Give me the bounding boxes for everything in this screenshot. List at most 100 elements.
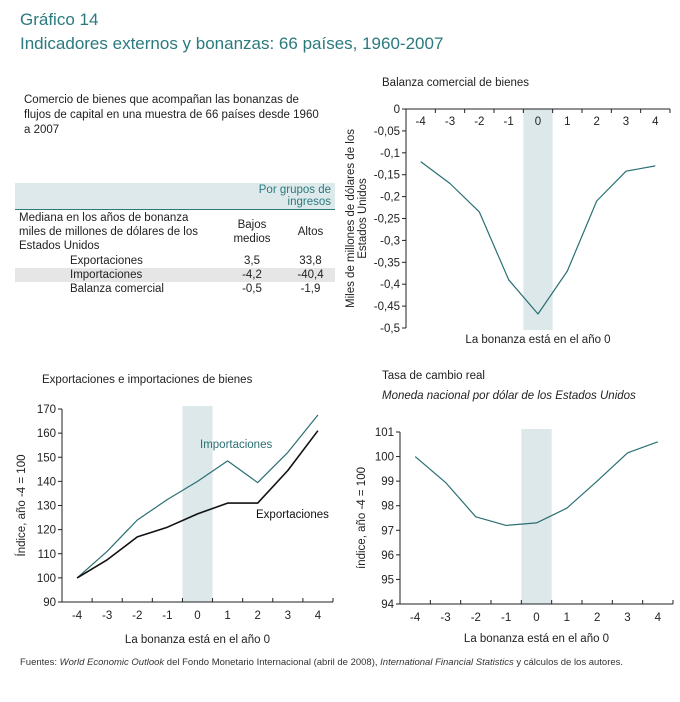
y-tick-label: 96 (381, 550, 394, 562)
x-tick-label: -1 (162, 610, 172, 622)
y-tick-label: 99 (381, 476, 394, 488)
footer-source-weo: World Economic Outlook (59, 657, 165, 668)
y-tick-label: 100 (37, 573, 56, 585)
y-tick-label: -0,3 (380, 235, 400, 247)
y-tick-label: -0,4 (380, 279, 400, 291)
x-tick-label: -4 (416, 116, 427, 128)
x-tick-label: 0 (535, 116, 541, 128)
chart-exports-imports: 90 100 110 120 130 140 150 160 170 -4 -3 -2 -1 0 1 2 3 4 L… (15, 404, 334, 646)
footer-suffix: y cálculos de los autores. (513, 657, 624, 668)
cell-value: -40,4 (286, 268, 335, 282)
figure-number: Gráfico 14 (20, 10, 99, 29)
x-tick-label: 0 (194, 610, 200, 622)
y-tick-label: 130 (37, 501, 56, 513)
y-axis-label-line: Estados Unidos (357, 178, 369, 259)
y-axis-label: índice, año -4 = 100 (356, 467, 368, 569)
x-tick-label: 2 (593, 116, 599, 128)
cell-value: 33,8 (299, 255, 322, 267)
footer-prefix: Fuentes: (20, 657, 60, 668)
x-tick-label: 1 (564, 612, 570, 624)
cell-value: -4,2 (218, 268, 286, 282)
x-tick-label: 3 (285, 610, 291, 622)
x-tick-label: -2 (471, 612, 481, 624)
x-tick-label: -3 (102, 610, 112, 622)
table-row: Exportaciones 3,5 33,8 (15, 254, 335, 268)
chart-title-exchange-rate: Tasa de cambio real (382, 370, 485, 382)
y-tick-label: -0,45 (374, 301, 400, 313)
x-tick-label: 1 (224, 610, 230, 622)
cell-value: -0,5 (242, 283, 262, 295)
bonanza-highlight-band (521, 429, 552, 604)
y-tick-label: -0,35 (374, 257, 400, 269)
x-tick-label: -3 (445, 116, 455, 128)
y-tick-label: 97 (381, 525, 394, 537)
series-line-balanza-comercial (420, 161, 656, 315)
x-tick-label: -1 (501, 612, 511, 624)
bonanza-highlight-band (523, 109, 553, 330)
trade-table: Por grupos de ingresos Mediana en los añ… (15, 183, 335, 296)
figure-title: Indicadores externos y bonanzas: 66 país… (20, 34, 444, 53)
table-row: Importaciones -4,2 -40,4 (15, 268, 335, 282)
x-tick-label: 3 (623, 116, 629, 128)
x-tick-label: 3 (624, 612, 630, 624)
y-tick-label: 98 (381, 501, 394, 513)
y-tick-label: 140 (37, 476, 56, 488)
bonanza-highlight-band (182, 406, 213, 602)
chart-exchange-rate: 94 95 96 97 98 99 100 101 -4 -3 -2 -1 0 1 2 3 4 La bonanz… (356, 427, 674, 645)
y-tick-label: -0,5 (380, 323, 400, 335)
cell-value: -1,9 (300, 283, 321, 295)
y-axis-label: Índice, año -4 = 100 (15, 455, 28, 557)
row-label: Importaciones (15, 268, 218, 282)
table-group-header-row: Por grupos de ingresos (15, 183, 335, 210)
y-tick-label: 150 (37, 452, 56, 464)
x-axis-label: La bonanza está en el año 0 (464, 633, 609, 645)
x-tick-label: 2 (255, 610, 261, 622)
series-line-tasa-de-cambio-real (414, 441, 659, 527)
x-axis-label: La bonanza está en el año 0 (125, 634, 270, 646)
y-tick-label: 100 (375, 452, 394, 464)
x-axis-label: La bonanza está en el año 0 (465, 334, 610, 346)
table-header-row: Mediana en los años de bonanza miles de … (15, 209, 335, 254)
x-tick-label: 4 (315, 610, 322, 622)
column-header: Bajos medios (218, 209, 286, 254)
y-tick-label: 94 (381, 599, 394, 611)
intro-text: Comercio de bienes que acompañan las bon… (24, 94, 319, 136)
y-tick-label: 170 (37, 404, 56, 416)
series-label: Exportaciones (256, 509, 329, 521)
row-label: Balanza comercial (70, 283, 164, 295)
table-row: Balanza comercial -0,5 -1,9 (15, 282, 335, 296)
x-tick-label: 4 (655, 612, 662, 624)
y-axis-label: Miles de millones de dólares de losEstad… (345, 129, 369, 308)
y-tick-label: 95 (381, 574, 394, 586)
table-row-header: Mediana en los años de bonanza miles de … (15, 209, 218, 254)
y-tick-label: -0,1 (380, 148, 400, 160)
x-tick-label: 0 (533, 612, 539, 624)
sources-footer: Fuentes: World Economic Outlook del Fond… (20, 656, 670, 669)
cell-value: 3,5 (244, 255, 260, 267)
y-tick-label: 160 (37, 428, 56, 440)
y-tick-label: 101 (375, 427, 394, 439)
y-tick-label: 110 (38, 549, 56, 561)
column-header: Altos (286, 209, 335, 254)
x-tick-label: -2 (474, 116, 484, 128)
series-line-importaciones (76, 414, 319, 579)
chart-title-exports-imports: Exportaciones e importaciones de bienes (42, 374, 253, 386)
y-tick-label: -0,15 (374, 170, 400, 182)
y-tick-label: -0,05 (374, 126, 400, 138)
chart-subtitle-exchange-rate: Moneda nacional por dólar de los Estados… (382, 390, 636, 402)
x-tick-label: -4 (410, 612, 421, 624)
series-label: Importaciones (200, 439, 272, 451)
x-tick-label: -4 (72, 610, 83, 622)
y-tick-label: 90 (43, 597, 56, 609)
y-tick-label: 120 (37, 525, 56, 537)
y-axis-label-line: Miles de millones de dólares de los (345, 129, 357, 308)
footer-source-ifs: International Financial Statistics (380, 657, 514, 668)
footer-mid: del Fondo Monetario Internacional (abril… (164, 657, 381, 668)
x-tick-label: -1 (504, 116, 514, 128)
x-tick-label: 4 (652, 116, 659, 128)
table-group-header: Por grupos de ingresos (218, 183, 335, 210)
chart-balanza-comercial: 0 -0,05 -0,1 -0,15 -0,2 -0,25 -0,3 -0,35 -0,4 -0,… (345, 104, 671, 346)
series-line-exportaciones (76, 430, 319, 579)
y-tick-label: -0,25 (374, 214, 400, 226)
chart-title-balanza: Balanza comercial de bienes (382, 77, 530, 89)
